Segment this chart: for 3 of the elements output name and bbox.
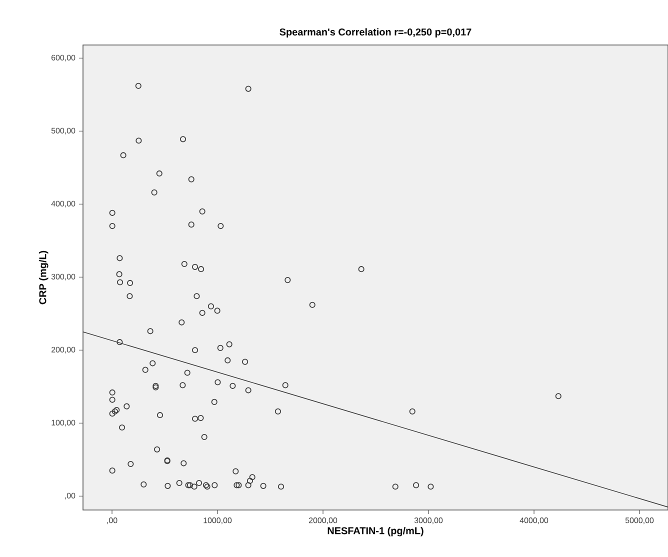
chart-title: Spearman's Correlation r=-0,250 p=0,017: [280, 28, 472, 38]
x-axis-title: NESFATIN-1 (pg/mL): [328, 526, 424, 536]
y-axis-title: CRP (mg/L): [38, 250, 48, 304]
